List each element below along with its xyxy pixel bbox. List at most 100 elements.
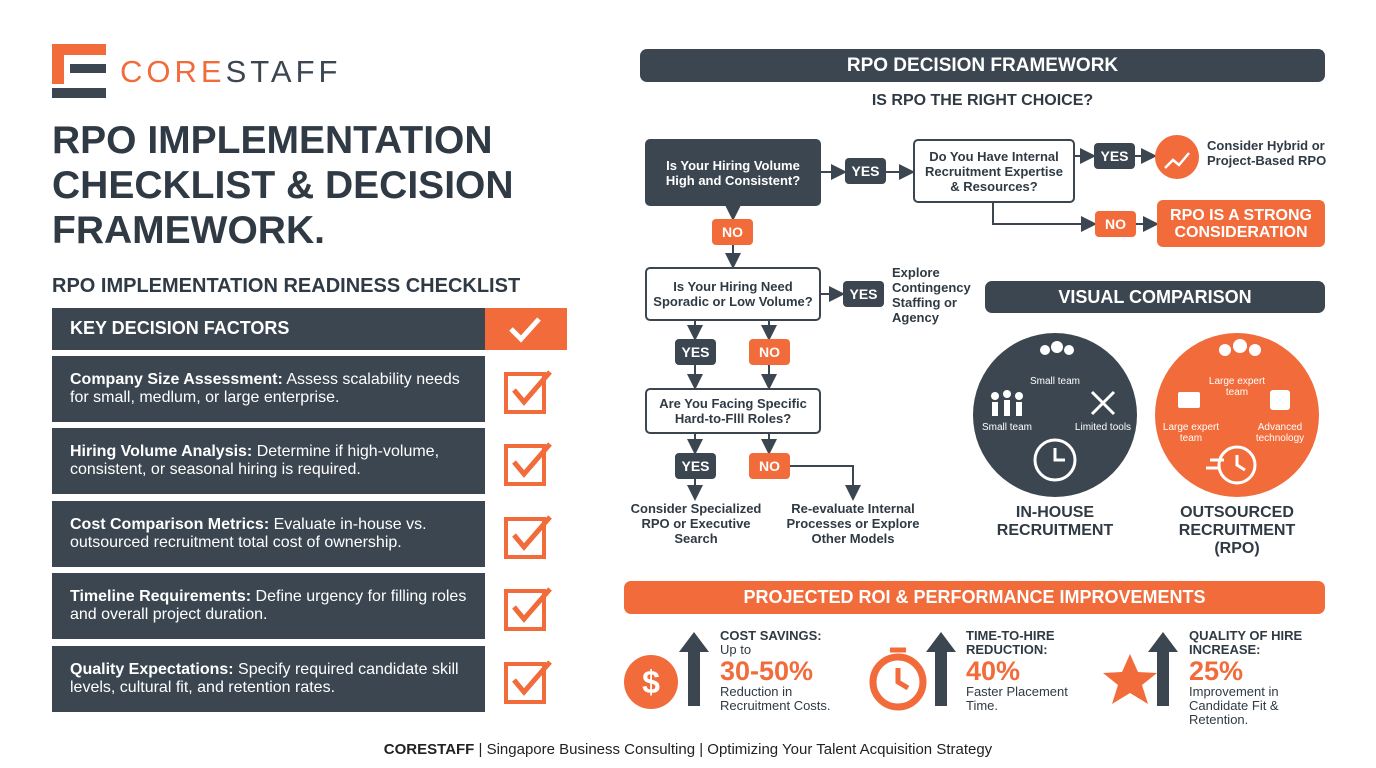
logo-staff: STAFF	[225, 54, 342, 89]
roi-item: TIME-TO-HIRE REDUCTION: 40% Faster Place…	[966, 629, 1096, 713]
checklist-rows	[52, 356, 485, 712]
roi-figure: 30-50%	[720, 656, 814, 686]
roi-item: COST SAVINGS: Up to 30-50% Reduction in …	[720, 629, 850, 713]
outcome: Re-evaluate Internal Processes or Explor…	[786, 501, 920, 546]
checkbox	[504, 444, 546, 486]
checkmark	[512, 370, 552, 406]
main-title: RPO IMPLEMENTATION CHECKLIST & DECISION …	[52, 118, 514, 253]
icon-label: Small team	[981, 422, 1032, 433]
caption: OUTSOURCED RECRUITMENT (RPO)	[1178, 504, 1296, 557]
checkmark	[512, 587, 552, 623]
checkmark	[512, 442, 552, 478]
decision-box	[645, 139, 821, 206]
yes-pill: YES	[1094, 143, 1135, 169]
logo-bar	[52, 44, 106, 55]
decision-box: Is Your Hiring Need Sporadic or Low Volu…	[645, 267, 821, 321]
growth-icon	[1155, 135, 1199, 179]
checklist-item: Timeline Requirements: Define urgency fo…	[70, 588, 480, 624]
roi-item: QUALITY OF HIRE INCREASE: 25% Improvemen…	[1189, 629, 1319, 727]
circle-icons	[991, 339, 1290, 416]
row	[52, 356, 485, 422]
no-pill: NO	[712, 219, 753, 245]
icon-label: Large expert team	[1208, 376, 1266, 398]
checkbox	[504, 662, 546, 704]
title-line: FRAMEWORK.	[52, 209, 325, 252]
checkmark	[512, 515, 552, 551]
row	[52, 501, 485, 567]
decision-box: Are You Facing Specific Hard-to-Flll Rol…	[645, 388, 821, 434]
outcome: Consider Hybrid or Project-Based RPO	[1207, 138, 1327, 168]
icon-label: Advanced technology	[1255, 422, 1305, 444]
roi-prefix: Up to	[720, 642, 752, 657]
item-label: Cost Comparison Metrics:	[70, 516, 270, 533]
yes-pill: YES	[675, 339, 716, 365]
roi-heading: QUALITY OF HIRE INCREASE:	[1189, 628, 1303, 657]
star-icon	[1103, 654, 1157, 704]
roi-text: Improvement in Candidate Fit & Retention…	[1189, 684, 1279, 727]
framework-title: RPO DECISION FRAMEWORK	[846, 54, 1119, 76]
outcome: Consider Specialized RPO or Executive Se…	[630, 501, 762, 546]
icon-label: Limited tools	[1074, 422, 1132, 433]
row	[52, 573, 485, 639]
outcome: RPO IS A STRONG CONSIDERATION	[1170, 206, 1312, 241]
checklist-header: KEY DECISION FACTORS	[70, 318, 290, 338]
decision-box: Do You Have Internal Recruitment Experti…	[913, 139, 1075, 203]
roi-bar	[624, 581, 1325, 614]
checkboxes	[504, 370, 552, 704]
title-bar	[985, 281, 1325, 313]
no-pill: NO	[749, 453, 790, 479]
header-check-bg	[485, 308, 567, 350]
item-text: Define urgency for filling roles and ove…	[70, 588, 467, 623]
checklist-heading: RPO IMPLEMENTATION READINESS CHECKLIST	[52, 275, 521, 297]
roi-figure: 25%	[1189, 656, 1244, 686]
roi-text: Reduction in Recruitment Costs.	[720, 684, 831, 713]
checkbox	[504, 589, 546, 631]
checkbox	[504, 372, 546, 414]
checklist-item: Cost Comparison Metrics: Evaluate in-hou…	[70, 516, 480, 552]
circle-icons	[1033, 390, 1257, 485]
logo-bar	[52, 44, 64, 84]
stopwatch-icon	[869, 653, 927, 711]
yes-pill: YES	[843, 281, 884, 307]
header-bar	[52, 308, 485, 350]
checkmark	[512, 660, 552, 696]
title-bar	[640, 49, 1325, 82]
outcome: Explore Contingency Staffing or Agency	[892, 265, 971, 325]
roi-title: PROJECTED ROI & PERFORMANCE IMPROVEMENTS	[743, 587, 1206, 607]
inhouse-circle	[973, 333, 1137, 497]
flow-arrows	[687, 148, 1159, 501]
yes-pill: YES	[845, 158, 886, 184]
item-label: Quality Expectations:	[70, 661, 234, 678]
logo-text: CORESTAFF	[120, 54, 341, 90]
roi-heading: TIME-TO-HIRE REDUCTION:	[966, 628, 1055, 657]
checklist-item: Company Size Assessment: Assess scalabil…	[70, 371, 480, 407]
logo-bar	[52, 88, 106, 98]
logo-core: CORE	[120, 54, 226, 89]
item-text: Specify required candidate skill levels,…	[70, 661, 459, 696]
item-text: Assess scalability needs for small, medl…	[70, 371, 460, 406]
up-arrows	[679, 632, 1178, 706]
dollar-icon	[624, 655, 678, 709]
footer: CORESTAFF | Singapore Business Consultin…	[0, 741, 1376, 758]
footer-text: | Singapore Business Consulting | Optimi…	[478, 741, 993, 758]
decision-box: Is Your Hiring Volume High and Consisten…	[665, 157, 801, 188]
growth-icon	[1164, 152, 1190, 169]
item-label: Hiring Volume Analysis:	[70, 443, 253, 460]
logo-bar	[70, 64, 106, 73]
checkbox	[504, 517, 546, 559]
yes-pill: YES	[675, 453, 716, 479]
no-pill: NO	[1095, 211, 1136, 237]
no-pill: NO	[749, 339, 790, 365]
icon-label: Large expert team	[1162, 422, 1220, 444]
item-text: Determine if high-volume, consistent, or…	[70, 443, 440, 478]
outsourced-circle	[1155, 333, 1319, 497]
roi-text: Faster Placement Time.	[966, 684, 1068, 713]
strong-box	[1157, 200, 1325, 247]
check	[509, 317, 541, 343]
caption: IN-HOUSE RECRUITMENT	[996, 504, 1114, 539]
roi-figure: 40%	[966, 656, 1021, 686]
comparison-title: VISUAL COMPARISON	[1058, 286, 1252, 307]
title-line: CHECKLIST & DECISION	[52, 164, 514, 207]
